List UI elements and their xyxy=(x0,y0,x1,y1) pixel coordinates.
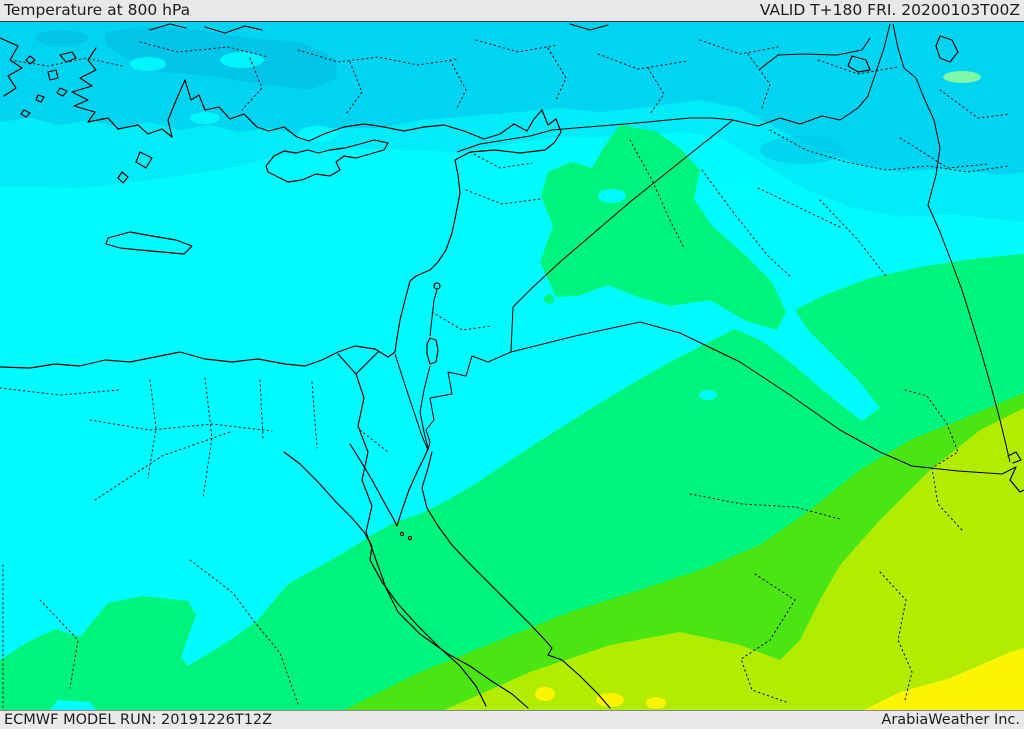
coastline-greece-aegean xyxy=(0,37,23,97)
region-yellow-corner xyxy=(864,648,1024,710)
top-title-bar: Temperature at 800 hPa VALID T+180 FRI. … xyxy=(0,0,1024,22)
border-syria-iraq xyxy=(512,119,734,308)
admin-dotted-iran xyxy=(899,89,1011,169)
country-borders-layer xyxy=(394,23,1017,475)
marmara-blacksea-bits xyxy=(149,23,609,34)
redsea-african-coast xyxy=(283,451,487,707)
map-title: Temperature at 800 hPa xyxy=(4,0,191,19)
bright-cyan-patch-2 xyxy=(220,52,264,68)
sea-of-galilee xyxy=(433,282,441,290)
admin-dotted-syria xyxy=(465,151,843,229)
border-turkey-iraq-iran xyxy=(732,23,891,127)
model-run-label: ECMWF MODEL RUN: 20191226T12Z xyxy=(4,711,273,728)
border-saudi-iraq xyxy=(639,321,1017,475)
redsea-arabian-coast xyxy=(421,451,611,709)
cyan-pocket-in-green xyxy=(699,390,717,400)
brand-label: ArabiaWeather Inc. xyxy=(881,711,1020,728)
yellow-patch-3 xyxy=(646,697,666,709)
border-jordan-river-arava xyxy=(419,289,438,449)
border-jordan-saudi-zigzag xyxy=(425,351,512,451)
tiran-island xyxy=(399,531,405,537)
valid-time-label: VALID T+180 FRI. 20200103T00Z xyxy=(759,0,1020,19)
region-spring-green-northeast xyxy=(540,125,786,330)
dark-cyan-patch-west xyxy=(36,30,88,46)
bright-cyan-patch-1 xyxy=(130,57,166,71)
green-dot-syria xyxy=(544,294,554,304)
coastline-mediterranean xyxy=(0,47,562,369)
yellow-patch-1 xyxy=(535,687,555,701)
map-canvas xyxy=(0,22,1024,710)
lake-van xyxy=(847,55,871,73)
border-iran-iraq xyxy=(892,23,1011,463)
border-jordan-iraq xyxy=(510,306,514,353)
band-green-mid xyxy=(344,393,1024,710)
coastlines-layer xyxy=(0,23,1024,709)
admin-dotted-jordan xyxy=(359,311,493,453)
lake-urmia xyxy=(935,35,959,63)
admin-dotted-iraq xyxy=(629,139,887,277)
temperature-fill-layer xyxy=(0,22,1024,710)
sanafir-island xyxy=(407,535,413,541)
dark-cyan-patch-east xyxy=(760,136,844,164)
cyan-sliver-bottom-left xyxy=(49,700,97,710)
border-jordan-saudi-east xyxy=(510,321,641,353)
cyprus-island xyxy=(265,139,389,183)
border-israel-egypt xyxy=(394,353,429,451)
persian-gulf-kuwait-coast xyxy=(1007,451,1024,493)
dead-sea xyxy=(426,337,439,365)
border-turkey-syria xyxy=(456,117,734,153)
bright-cyan-patch-5 xyxy=(190,112,220,124)
admin-dotted-saudi xyxy=(689,389,963,703)
crete-island xyxy=(105,231,193,255)
aegean-islands xyxy=(20,51,77,118)
admin-dotted-egypt xyxy=(0,377,318,709)
admin-borders-dotted-layer xyxy=(0,39,1011,709)
nile-river xyxy=(337,351,529,709)
bright-cyan-patch-4 xyxy=(718,181,766,199)
bottom-status-bar: ECMWF MODEL RUN: 20191226T12Z ArabiaWeat… xyxy=(0,710,1024,729)
bright-cyan-patch-3 xyxy=(298,126,338,142)
sinai-gulfs-coast xyxy=(349,443,429,527)
yellow-patch-2 xyxy=(596,693,624,707)
band-yellow-green xyxy=(444,408,1024,710)
pale-green-streak-iran xyxy=(943,71,981,83)
rhodes-island xyxy=(117,151,153,184)
admin-dotted-anatolia xyxy=(9,39,1009,173)
